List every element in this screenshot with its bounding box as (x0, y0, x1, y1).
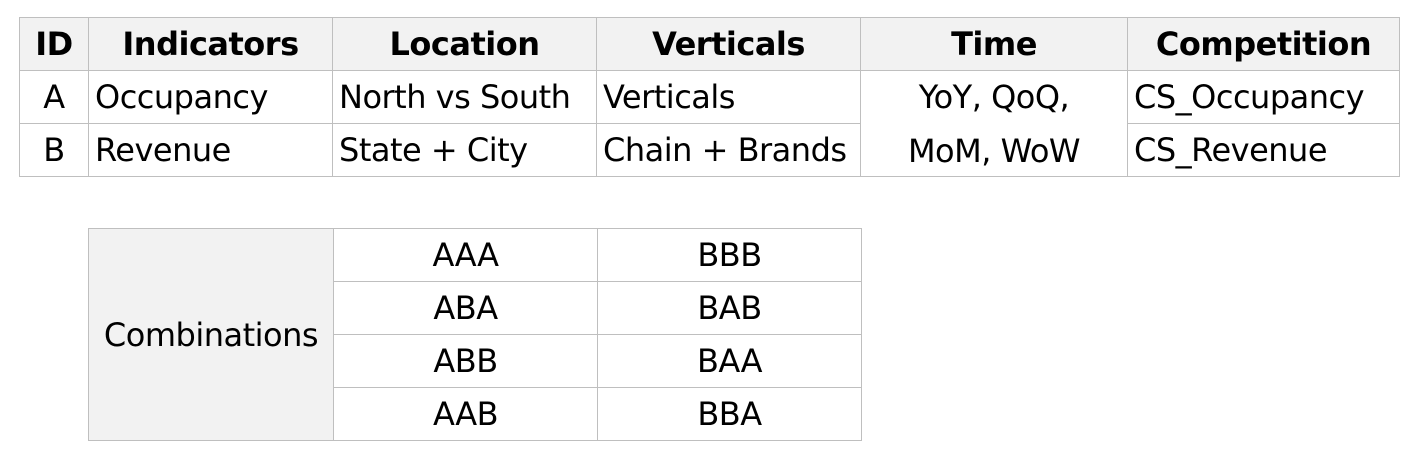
cell-vertical: Verticals (596, 70, 861, 124)
header-row: ID Indicators Location Verticals Time Co… (19, 17, 1400, 71)
cell-location: State + City (332, 123, 597, 177)
combinations-table: Combinations AAA BBB ABA BAB ABB BAA AAB… (88, 228, 862, 441)
table-row: AAB BBA (89, 387, 862, 441)
combo-cell: AAA (333, 228, 598, 282)
header-verticals: Verticals (596, 17, 861, 71)
combo-cell: BAB (597, 281, 862, 335)
time-line-1: YoY, QoQ, (918, 77, 1070, 116)
combo-cell: BBB (597, 228, 862, 282)
header-indicators: Indicators (88, 17, 333, 71)
header-time: Time (860, 17, 1128, 71)
combo-cell: ABB (333, 334, 598, 388)
table-row: A Occupancy North vs South Verticals YoY… (19, 70, 1400, 177)
combo-cell: BAA (597, 334, 862, 388)
table-row: B Revenue State + City Chain + Brands CS… (19, 123, 1400, 177)
combo-cell: AAB (333, 387, 598, 441)
combo-cell: BBA (597, 387, 862, 441)
combo-cell: ABA (333, 281, 598, 335)
table-row: Combinations AAA BBB (88, 228, 862, 441)
indicators-table: ID Indicators Location Verticals Time Co… (19, 17, 1400, 177)
cell-indicator: Revenue (88, 123, 333, 177)
time-line-2: MoM, WoW (907, 131, 1081, 170)
cell-id: B (19, 123, 89, 177)
cell-competition: CS_Occupancy (1127, 70, 1400, 124)
cell-location: North vs South (332, 70, 597, 124)
header-competition: Competition (1127, 17, 1400, 71)
cell-id: A (19, 70, 89, 124)
cell-vertical: Chain + Brands (596, 123, 861, 177)
cell-indicator: Occupancy (88, 70, 333, 124)
cell-competition: CS_Revenue (1127, 123, 1400, 177)
header-id: ID (19, 17, 89, 71)
cell-time: YoY, QoQ, MoM, WoW (860, 70, 1128, 177)
header-location: Location (332, 17, 597, 71)
combinations-label: Combinations (88, 228, 334, 441)
table-row: ABA BAB (89, 281, 862, 335)
